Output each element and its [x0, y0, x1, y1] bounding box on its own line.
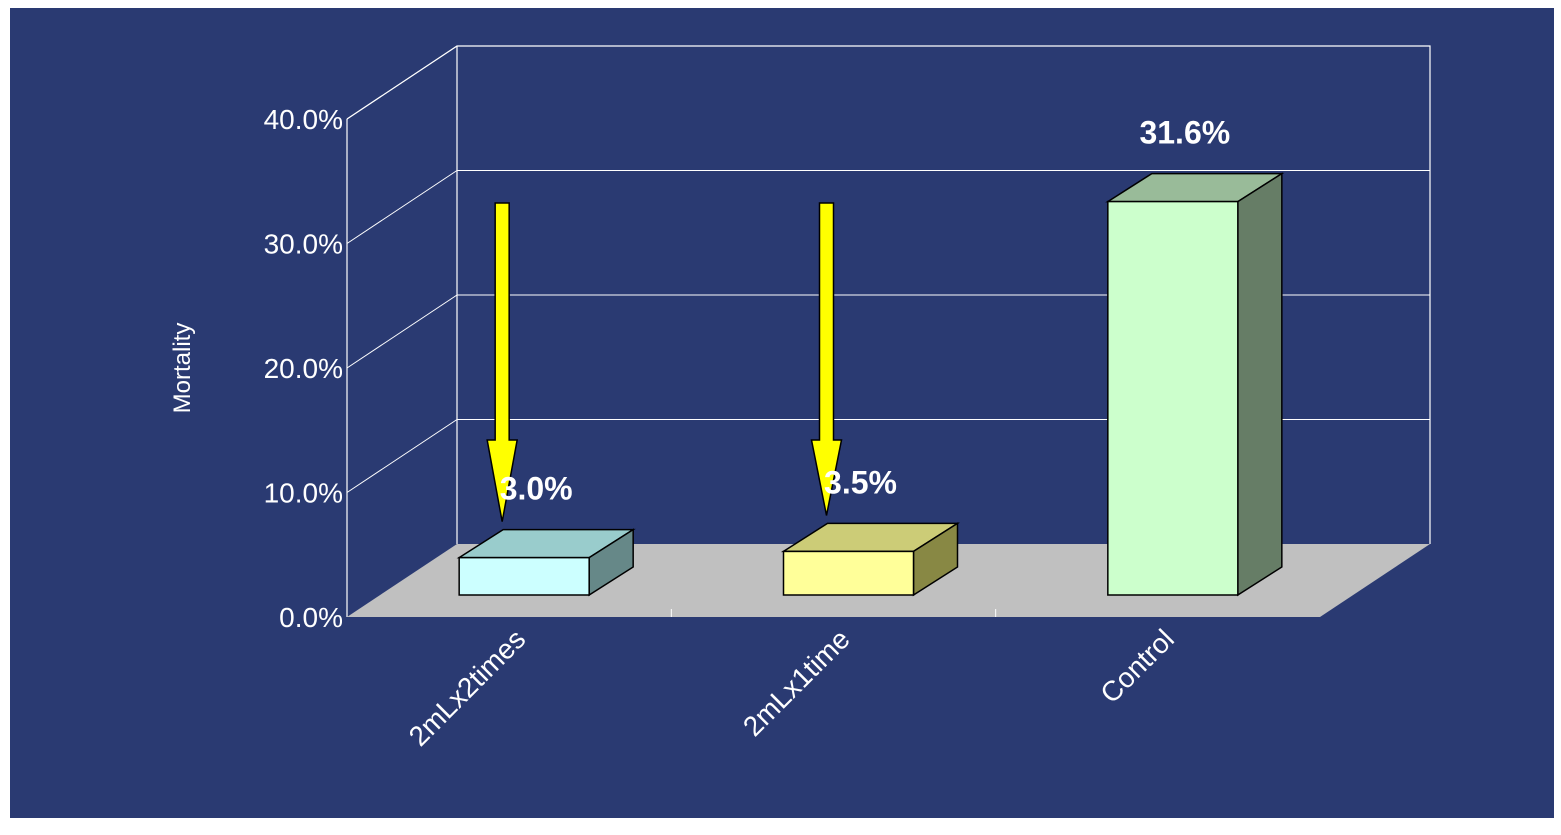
data-label: 3.0%	[500, 471, 573, 507]
side-gridline	[346, 170, 458, 244]
data-label: 3.5%	[824, 464, 897, 500]
bar-side-face	[1237, 172, 1283, 597]
bar-1	[780, 522, 961, 597]
bar-front-face	[458, 556, 590, 596]
down-arrow-icon	[810, 202, 843, 516]
y-tick-label: 20.0%	[264, 353, 343, 384]
y-tick-label: 40.0%	[264, 104, 343, 135]
side-gridline	[346, 294, 458, 369]
bar-front-face	[782, 550, 915, 596]
side-gridline	[346, 45, 458, 120]
y-tick-label: 0.0%	[279, 602, 343, 633]
bar-2	[1105, 172, 1285, 597]
bar-front-face	[1107, 200, 1239, 596]
y-axis-label: Mortality	[169, 323, 196, 414]
y-tick-label: 30.0%	[264, 229, 343, 260]
chart-background	[10, 8, 1554, 818]
data-label: 31.6%	[1139, 115, 1230, 151]
y-tick-label: 10.0%	[264, 478, 343, 509]
side-gridline	[346, 419, 458, 493]
bar-0	[456, 528, 636, 597]
down-arrow-icon	[486, 202, 519, 522]
